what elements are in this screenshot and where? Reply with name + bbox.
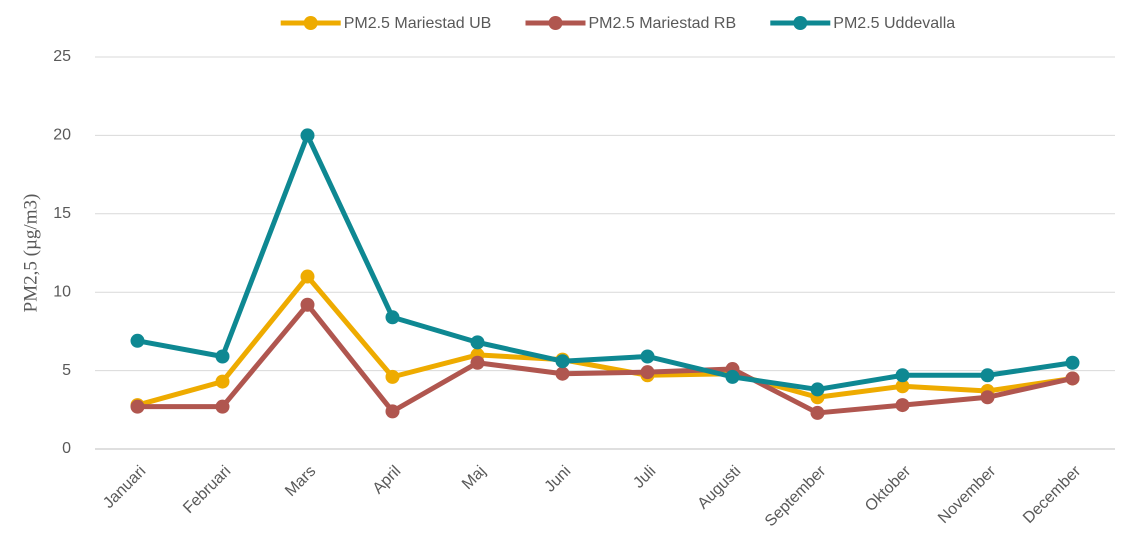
data-point [895, 398, 910, 413]
data-point [725, 369, 740, 384]
y-tick-label: 20 [53, 127, 71, 144]
y-axis-label: PM2,5 (µg/m3) [20, 194, 41, 313]
data-point [640, 349, 655, 364]
data-point [470, 335, 485, 350]
legend-label: PM2.5 Mariestad UB [344, 15, 492, 32]
legend-marker [303, 16, 318, 30]
x-tick-label: Februari [180, 463, 234, 517]
x-tick-label: Mars [282, 463, 319, 500]
legend-marker [548, 16, 563, 30]
data-point [385, 369, 400, 384]
data-point [555, 366, 570, 381]
x-tick-label: Juli [630, 463, 659, 492]
data-point [385, 404, 400, 419]
data-point [300, 128, 315, 143]
series-line [137, 132, 1073, 392]
data-point [555, 354, 570, 369]
y-tick-label: 5 [62, 362, 71, 379]
data-point [895, 379, 910, 394]
series-line [136, 274, 1073, 408]
y-tick-label: 10 [53, 283, 71, 300]
data-point [640, 365, 655, 380]
data-point [1065, 371, 1080, 386]
data-point [130, 399, 145, 414]
x-tick-label: Oktober [862, 462, 915, 515]
data-point [980, 368, 995, 383]
data-point [215, 349, 230, 364]
data-point [215, 374, 230, 389]
data-point [385, 310, 400, 325]
series-line [137, 302, 1074, 416]
data-point [810, 382, 825, 397]
legend-label: PM2.5 Uddevalla [833, 15, 955, 32]
data-point [215, 399, 230, 414]
legend-marker [793, 16, 808, 30]
data-point [810, 405, 825, 420]
x-tick-label: April [370, 463, 405, 498]
data-point [300, 297, 315, 312]
x-tick-label: September [762, 462, 830, 530]
data-point [130, 333, 145, 348]
y-tick-label: 25 [53, 48, 71, 65]
x-tick-label: Augusti [695, 463, 745, 513]
data-point [1065, 355, 1080, 370]
x-tick-label: December [1020, 462, 1085, 527]
x-tick-label: Januari [100, 463, 149, 512]
y-tick-label: 15 [53, 205, 71, 222]
data-point [470, 355, 485, 370]
legend-label: PM2.5 Mariestad RB [589, 15, 737, 32]
data-point [980, 390, 995, 405]
data-point [300, 269, 315, 284]
data-point [895, 368, 910, 383]
x-tick-label: Juni [542, 463, 575, 496]
x-tick-label: November [935, 462, 1000, 527]
y-tick-label: 0 [62, 440, 71, 457]
x-tick-label: Maj [459, 463, 489, 493]
